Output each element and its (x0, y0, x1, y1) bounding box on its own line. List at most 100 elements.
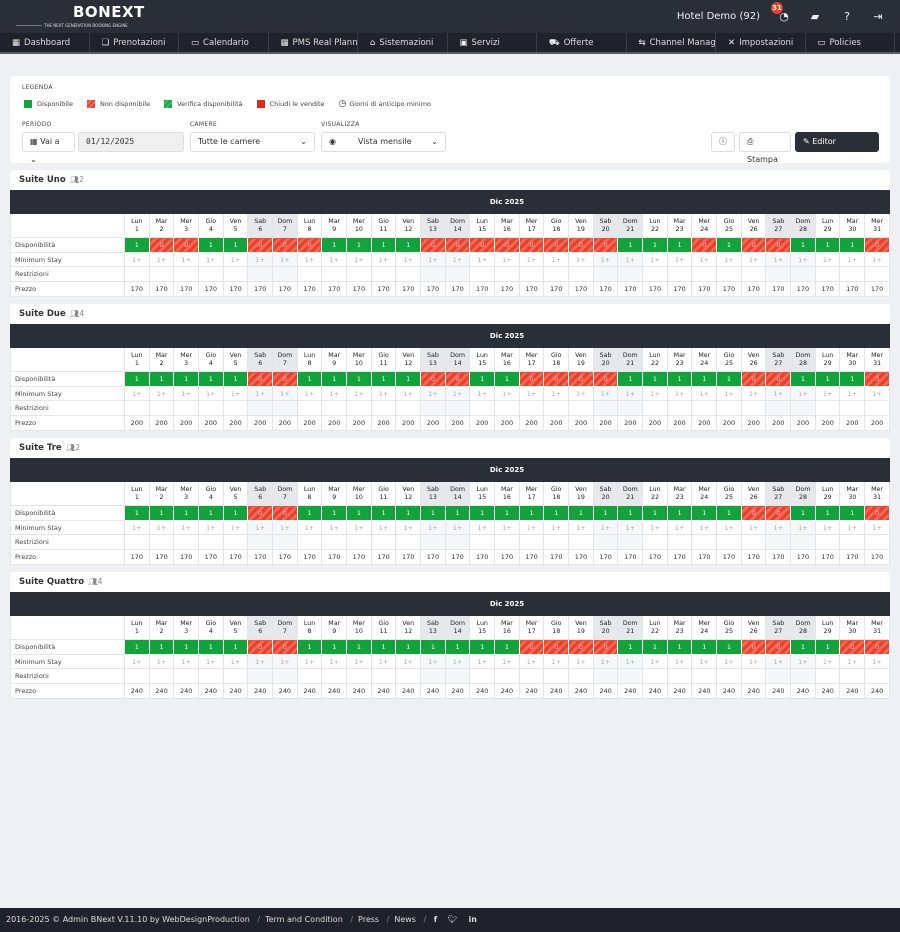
day-header[interactable]: Mer 10 (346, 347, 372, 372)
price-cell[interactable]: 170 (173, 549, 200, 565)
price-cell[interactable]: 170 (716, 549, 742, 565)
restriction-cell[interactable] (592, 266, 619, 283)
price-cell[interactable]: 170 (395, 281, 422, 297)
restriction-cell[interactable] (568, 668, 594, 685)
restriction-cell[interactable] (839, 266, 866, 283)
restriction-cell[interactable] (642, 400, 668, 417)
min-stay-cell[interactable]: 1+ (691, 251, 718, 268)
min-stay-cell[interactable]: 1+ (592, 653, 619, 670)
restriction-cell[interactable] (346, 534, 372, 551)
min-stay-cell[interactable]: 1+ (469, 519, 496, 536)
min-stay-cell[interactable]: 1+ (222, 653, 249, 670)
price-cell[interactable]: 170 (420, 281, 446, 297)
price-cell[interactable]: 170 (765, 549, 792, 565)
restriction-cell[interactable] (321, 668, 348, 685)
restriction-cell[interactable] (617, 400, 644, 417)
availability-cell[interactable]: 1 (642, 505, 668, 521)
min-stay-cell[interactable]: 1+ (420, 653, 446, 670)
day-header[interactable]: Sab 20 (592, 213, 619, 238)
print-button[interactable]: ⎙ Stampa (739, 132, 791, 164)
day-header[interactable]: Dom 7 (272, 615, 298, 640)
restriction-cell[interactable] (666, 534, 693, 551)
min-stay-cell[interactable]: 1+ (296, 385, 323, 402)
restriction-cell[interactable] (395, 400, 422, 417)
price-cell[interactable]: 200 (839, 415, 866, 431)
price-cell[interactable]: 200 (790, 415, 816, 431)
availability-cell[interactable]: 0 (864, 639, 890, 655)
min-stay-cell[interactable]: 1+ (346, 653, 372, 670)
price-cell[interactable]: 240 (568, 683, 594, 699)
day-header[interactable]: Mer 3 (173, 615, 200, 640)
restriction-cell[interactable] (370, 534, 397, 551)
day-header[interactable]: Lun 8 (296, 347, 323, 372)
availability-cell[interactable]: 0 (568, 371, 594, 387)
day-header[interactable]: Lun 22 (642, 347, 668, 372)
price-cell[interactable]: 170 (173, 281, 200, 297)
day-header[interactable]: Mer 24 (691, 615, 718, 640)
day-header[interactable]: Dom 7 (272, 213, 298, 238)
day-header[interactable]: Dom 14 (444, 213, 471, 238)
restriction-cell[interactable] (124, 534, 150, 551)
min-stay-cell[interactable]: 1+ (296, 519, 323, 536)
min-stay-cell[interactable]: 1+ (716, 653, 742, 670)
linkedin-icon[interactable]: in (468, 915, 477, 924)
min-stay-cell[interactable]: 1+ (617, 385, 644, 402)
min-stay-cell[interactable]: 1+ (272, 385, 298, 402)
availability-cell[interactable]: 1 (346, 237, 372, 253)
price-cell[interactable]: 170 (642, 549, 668, 565)
day-header[interactable]: Mar 23 (666, 481, 693, 506)
price-cell[interactable]: 170 (518, 549, 545, 565)
price-cell[interactable]: 170 (814, 281, 841, 297)
availability-cell[interactable]: 0 (691, 237, 718, 253)
day-header[interactable]: Lun 29 (814, 213, 841, 238)
restriction-cell[interactable] (222, 266, 249, 283)
availability-cell[interactable]: 0 (592, 371, 619, 387)
day-header[interactable]: Mar 16 (494, 615, 520, 640)
price-cell[interactable]: 200 (543, 415, 570, 431)
press-link[interactable]: Press (358, 915, 380, 924)
availability-cell[interactable]: 1 (370, 237, 397, 253)
min-stay-cell[interactable]: 1+ (716, 385, 742, 402)
availability-cell[interactable]: 1 (222, 371, 249, 387)
price-cell[interactable]: 240 (691, 683, 718, 699)
min-stay-cell[interactable]: 1+ (198, 519, 224, 536)
restriction-cell[interactable] (296, 668, 323, 685)
price-cell[interactable]: 170 (148, 281, 175, 297)
min-stay-cell[interactable]: 1+ (765, 519, 792, 536)
day-header[interactable]: Ven 26 (740, 213, 767, 238)
restriction-cell[interactable] (592, 534, 619, 551)
day-header[interactable]: Lun 22 (642, 213, 668, 238)
availability-cell[interactable]: 1 (494, 505, 520, 521)
restriction-cell[interactable] (247, 534, 274, 551)
price-cell[interactable]: 240 (642, 683, 668, 699)
min-stay-cell[interactable]: 1+ (814, 653, 841, 670)
restriction-cell[interactable] (592, 668, 619, 685)
availability-cell[interactable]: 1 (790, 639, 816, 655)
min-stay-cell[interactable]: 1+ (370, 385, 397, 402)
price-cell[interactable]: 170 (592, 281, 619, 297)
day-header[interactable]: Gio 11 (370, 615, 397, 640)
min-stay-cell[interactable]: 1+ (790, 653, 816, 670)
day-header[interactable]: Lun 15 (469, 347, 496, 372)
price-cell[interactable]: 200 (469, 415, 496, 431)
min-stay-cell[interactable]: 1+ (518, 653, 545, 670)
price-cell[interactable]: 200 (395, 415, 422, 431)
logout-icon[interactable]: ⇥ (873, 10, 883, 23)
restriction-cell[interactable] (124, 266, 150, 283)
day-header[interactable]: Mer 3 (173, 347, 200, 372)
price-cell[interactable]: 170 (247, 281, 274, 297)
day-header[interactable]: Gio 4 (198, 347, 224, 372)
day-header[interactable]: Mar 16 (494, 481, 520, 506)
day-header[interactable]: Mar 30 (839, 615, 866, 640)
day-header[interactable]: Gio 25 (716, 347, 742, 372)
day-header[interactable]: Mer 31 (864, 347, 890, 372)
day-header[interactable]: Sab 27 (765, 481, 792, 506)
price-cell[interactable]: 240 (148, 683, 175, 699)
min-stay-cell[interactable]: 1+ (321, 653, 348, 670)
restriction-cell[interactable] (642, 534, 668, 551)
day-header[interactable]: Mer 31 (864, 615, 890, 640)
restriction-cell[interactable] (568, 400, 594, 417)
availability-cell[interactable]: 1 (839, 237, 866, 253)
help-icon[interactable]: ? (844, 10, 850, 23)
availability-cell[interactable]: 1 (716, 237, 742, 253)
